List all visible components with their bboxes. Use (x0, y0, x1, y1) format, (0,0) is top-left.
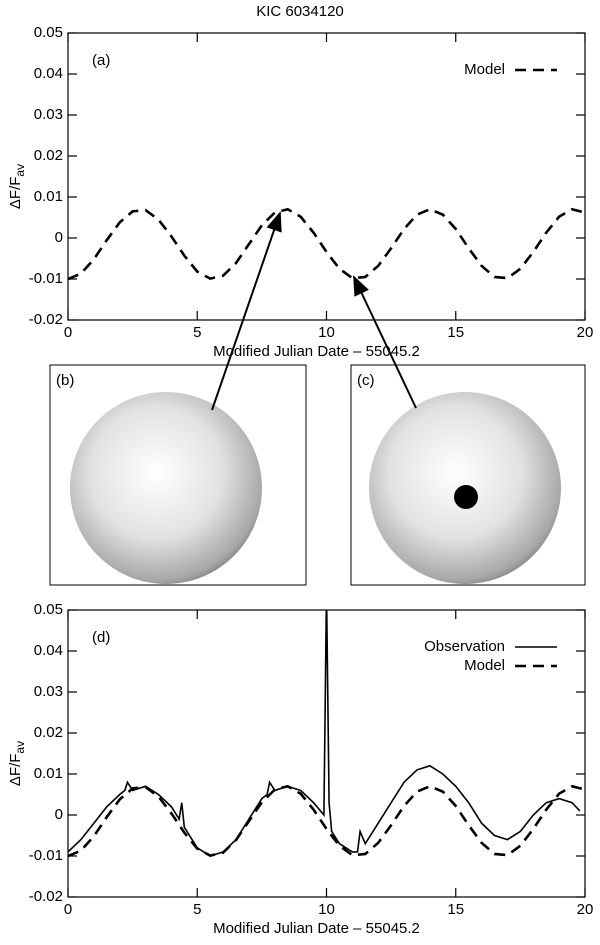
data-line (68, 610, 581, 857)
x-tick-label: 5 (193, 901, 201, 918)
x-tick-label: 10 (318, 324, 335, 341)
y-tick-label: -0.02 (29, 311, 63, 328)
y-tick-label: 0 (55, 806, 63, 823)
panel-frame (49, 364, 307, 586)
sphere-panel: (b) (49, 364, 307, 586)
y-axis-label-sub: av (13, 164, 27, 177)
panel-label: (a) (92, 52, 110, 69)
x-tick-label: 0 (64, 901, 72, 918)
y-tick-label: -0.02 (29, 888, 63, 905)
arrow (353, 275, 417, 409)
y-tick-label: 0.04 (34, 65, 63, 82)
data-line (68, 784, 585, 858)
legend-label: Model (464, 657, 505, 674)
x-tick-label: 20 (577, 901, 594, 918)
star-spot (454, 485, 478, 509)
panel-label: (b) (56, 372, 74, 389)
plot-frame (67, 32, 586, 321)
legend-label: Observation (424, 638, 505, 655)
x-tick-label: 15 (447, 901, 464, 918)
y-tick-label: 0.05 (34, 24, 63, 41)
x-tick-label: 0 (64, 324, 72, 341)
y-tick-label: 0 (55, 229, 63, 246)
figure-title: KIC 6034120 (256, 3, 344, 20)
y-tick-label: 0.03 (34, 683, 63, 700)
y-axis-label-main: ΔF/F (7, 177, 24, 210)
star-sphere (70, 392, 262, 584)
y-tick-label: -0.01 (29, 270, 63, 287)
x-tick-label: 10 (318, 901, 335, 918)
x-axis-label: Modified Julian Date – 55045.2 (213, 343, 420, 360)
y-tick-label: 0.05 (34, 601, 63, 618)
y-tick-label: 0.03 (34, 106, 63, 123)
sphere-panel: (c) (350, 364, 586, 586)
panel-label: (d) (92, 629, 110, 646)
panel-label: (c) (357, 372, 375, 389)
x-tick-label: 20 (577, 324, 594, 341)
y-tick-label: 0.02 (34, 724, 63, 741)
arrow (211, 211, 282, 411)
y-tick-label: 0.01 (34, 765, 63, 782)
panel-frame (350, 364, 586, 586)
y-axis-label: ΔF/Fav (7, 164, 27, 209)
x-tick-label: 15 (447, 324, 464, 341)
y-tick-label: 0.04 (34, 642, 63, 659)
y-axis-label-sub: av (13, 741, 27, 754)
x-tick-label: 5 (193, 324, 201, 341)
y-tick-label: -0.01 (29, 847, 63, 864)
y-tick-label: 0.01 (34, 188, 63, 205)
y-axis-label: ΔF/Fav (7, 741, 27, 786)
y-axis-label-main: ΔF/F (7, 754, 24, 787)
y-tick-label: 0.02 (34, 147, 63, 164)
legend-label: Model (464, 61, 505, 78)
data-line (68, 207, 585, 281)
x-axis-label: Modified Julian Date – 55045.2 (213, 920, 420, 937)
